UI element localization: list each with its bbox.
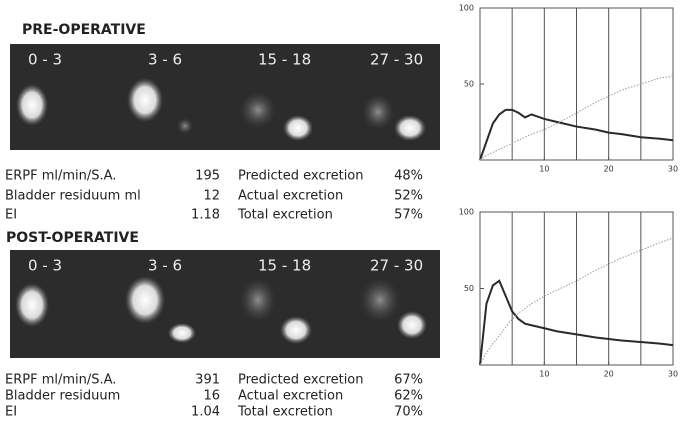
kidney-blob (15, 283, 49, 327)
kidney-blob (283, 115, 313, 141)
kidney-blob (362, 94, 394, 130)
stat-value: 70% (394, 405, 423, 420)
x-tick-label: 30 (668, 165, 678, 174)
stat-value: 48% (394, 169, 423, 184)
y-tick-label: 100 (459, 208, 474, 217)
stat-label: EI (5, 405, 17, 420)
curve (479, 279, 674, 366)
stat-label: Predicted excretion (238, 169, 364, 184)
kidney-blob (125, 276, 165, 324)
stat-label: EI (5, 208, 17, 223)
stat-value: 195 (195, 169, 220, 184)
stat-value: 16 (203, 389, 220, 404)
kidney-blob (16, 84, 48, 126)
frame-label: 3 - 6 (148, 257, 182, 275)
stat-value: 67% (394, 373, 423, 388)
stat-label: ERPF ml/min/S.A. (5, 169, 116, 184)
kidney-blob (360, 278, 400, 322)
curve (479, 237, 674, 366)
stat-label: Total excretion (237, 208, 333, 223)
y-tick-label: 50 (464, 80, 474, 89)
stat-value: 1.04 (191, 405, 220, 420)
frame-label: 15 - 18 (258, 257, 311, 275)
kidney-blob (168, 323, 196, 343)
stat-label: Actual excretion (238, 389, 343, 404)
stat-label: Predicted excretion (238, 373, 364, 388)
scan-strip (10, 44, 440, 150)
post-panel: POST-OPERATIVE 0 - 3 3 - 6 15 - 18 27 - … (6, 230, 440, 358)
x-tick-label: 10 (539, 370, 549, 379)
kidney-blob (394, 115, 426, 141)
x-tick-label: 20 (604, 165, 614, 174)
stat-value: 52% (394, 189, 423, 204)
stat-value: 1.18 (191, 208, 220, 223)
stat-label: Total excretion (237, 405, 333, 420)
frame-label: 3 - 6 (148, 51, 182, 69)
kidney-blob (240, 92, 276, 128)
stat-value: 12 (203, 189, 220, 204)
frame-label: 0 - 3 (28, 51, 62, 69)
frame-label: 27 - 30 (370, 257, 423, 275)
kidney-blob (280, 316, 312, 344)
panel-title: POST-OPERATIVE (6, 230, 139, 246)
x-tick-label: 10 (539, 165, 549, 174)
panel-title: PRE-OPERATIVE (22, 22, 146, 38)
frame-label: 27 - 30 (370, 51, 423, 69)
frame-label: 15 - 18 (258, 51, 311, 69)
y-tick-label: 100 (459, 4, 474, 13)
stat-value: 57% (394, 208, 423, 223)
x-tick-label: 30 (668, 370, 678, 379)
curve (479, 108, 674, 161)
kidney-blob (240, 278, 276, 322)
stat-label: Actual excretion (238, 189, 343, 204)
y-tick-label: 50 (464, 284, 474, 293)
stat-label: Bladder residuum (5, 389, 120, 404)
stat-label: ERPF ml/min/S.A. (5, 373, 116, 388)
frame-label: 0 - 3 (28, 257, 62, 275)
kidney-blob (127, 78, 163, 122)
kidney-blob (397, 311, 427, 339)
pre-panel: PRE-OPERATIVE 0 - 3 3 - 6 15 - 18 27 - 3… (10, 22, 440, 150)
x-tick-label: 20 (604, 370, 614, 379)
stat-value: 62% (394, 389, 423, 404)
stat-label: Bladder residuum ml (5, 189, 141, 204)
stat-value: 391 (195, 373, 220, 388)
kidney-blob (177, 118, 193, 134)
